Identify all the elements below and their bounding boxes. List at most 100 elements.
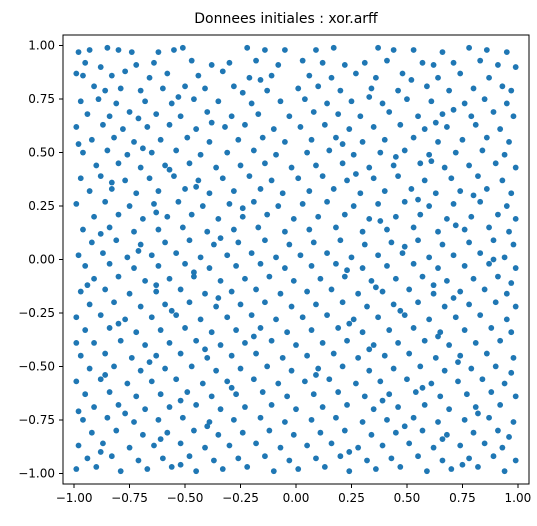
data-point	[193, 337, 200, 344]
data-point	[282, 139, 288, 145]
data-point	[415, 196, 421, 203]
data-point	[237, 162, 244, 169]
data-point	[313, 372, 319, 378]
data-point	[335, 325, 342, 331]
data-point	[324, 100, 330, 107]
data-point	[479, 147, 486, 154]
data-point	[495, 273, 501, 280]
data-point	[204, 354, 211, 361]
data-point	[483, 350, 490, 357]
data-point	[179, 414, 186, 421]
data-point	[162, 162, 168, 169]
data-point	[250, 147, 257, 154]
data-point	[151, 59, 157, 66]
data-point	[155, 416, 162, 423]
data-point	[135, 115, 142, 122]
data-point	[408, 186, 415, 192]
data-point	[100, 440, 106, 447]
data-point	[339, 141, 346, 147]
data-point	[359, 228, 366, 235]
y-tick-label: −1.00	[18, 466, 55, 480]
data-point	[512, 265, 519, 271]
data-point	[126, 290, 133, 297]
data-point	[217, 235, 224, 242]
data-point	[370, 175, 377, 182]
data-point	[457, 70, 464, 77]
data-point	[282, 419, 288, 425]
data-point	[226, 201, 233, 207]
data-point	[208, 329, 215, 336]
data-point	[288, 164, 295, 171]
data-point	[191, 96, 197, 103]
data-point	[364, 303, 370, 310]
data-point	[401, 243, 408, 250]
data-point	[392, 275, 399, 282]
data-point	[395, 404, 401, 410]
data-point	[483, 186, 490, 192]
data-point	[262, 453, 268, 460]
data-point	[224, 314, 231, 321]
y-tick-label: 0.75	[28, 92, 55, 106]
data-point	[182, 83, 188, 90]
data-point	[264, 211, 271, 218]
data-point	[230, 226, 237, 233]
data-point	[410, 47, 417, 53]
data-point	[219, 68, 226, 75]
data-point	[406, 440, 413, 447]
data-point	[341, 273, 348, 280]
data-point	[346, 468, 353, 475]
data-point	[215, 98, 222, 105]
data-point	[428, 158, 435, 165]
data-point	[106, 260, 113, 267]
data-point	[253, 350, 259, 357]
data-point	[495, 211, 501, 218]
data-point	[299, 314, 306, 321]
x-axis: −1.00 −0.75 −0.50 −0.25 0.00 0.25 0.50 0.75 1.00	[56, 484, 531, 505]
data-point	[237, 365, 244, 372]
data-point	[321, 121, 328, 128]
data-point	[77, 98, 84, 105]
data-point	[191, 273, 197, 280]
chart-title: Donnees initiales : xor.arff	[194, 11, 378, 27]
data-point	[128, 354, 135, 361]
data-point	[361, 241, 368, 248]
data-point	[168, 464, 175, 470]
data-point	[131, 228, 137, 235]
data-point	[437, 329, 444, 336]
data-point	[319, 339, 326, 346]
data-point	[80, 416, 86, 423]
data-point	[73, 339, 80, 346]
data-point	[206, 265, 213, 271]
data-point	[253, 57, 259, 64]
data-point	[275, 380, 282, 387]
data-point	[211, 241, 217, 248]
data-point	[432, 190, 439, 197]
data-point	[319, 173, 326, 180]
data-point	[75, 252, 82, 259]
data-point	[257, 77, 264, 83]
x-tick-label: −0.75	[111, 491, 148, 505]
data-point	[275, 62, 282, 68]
data-point	[106, 389, 113, 395]
data-point	[124, 151, 131, 158]
data-point	[295, 85, 302, 92]
data-point	[177, 397, 184, 404]
data-point	[379, 397, 386, 404]
data-point	[415, 299, 421, 306]
data-point	[157, 136, 164, 143]
x-tick-label: −0.50	[167, 491, 204, 505]
data-point	[448, 466, 455, 472]
data-point	[315, 83, 322, 90]
data-point	[512, 393, 519, 400]
y-tick-label: 1.00	[28, 39, 55, 53]
data-point	[88, 239, 95, 246]
data-point	[435, 228, 441, 235]
data-point	[91, 404, 97, 410]
data-point	[344, 267, 350, 274]
data-point	[357, 113, 364, 120]
data-point	[459, 461, 466, 468]
data-point	[86, 188, 93, 194]
data-point	[450, 59, 457, 66]
data-point	[193, 401, 200, 408]
